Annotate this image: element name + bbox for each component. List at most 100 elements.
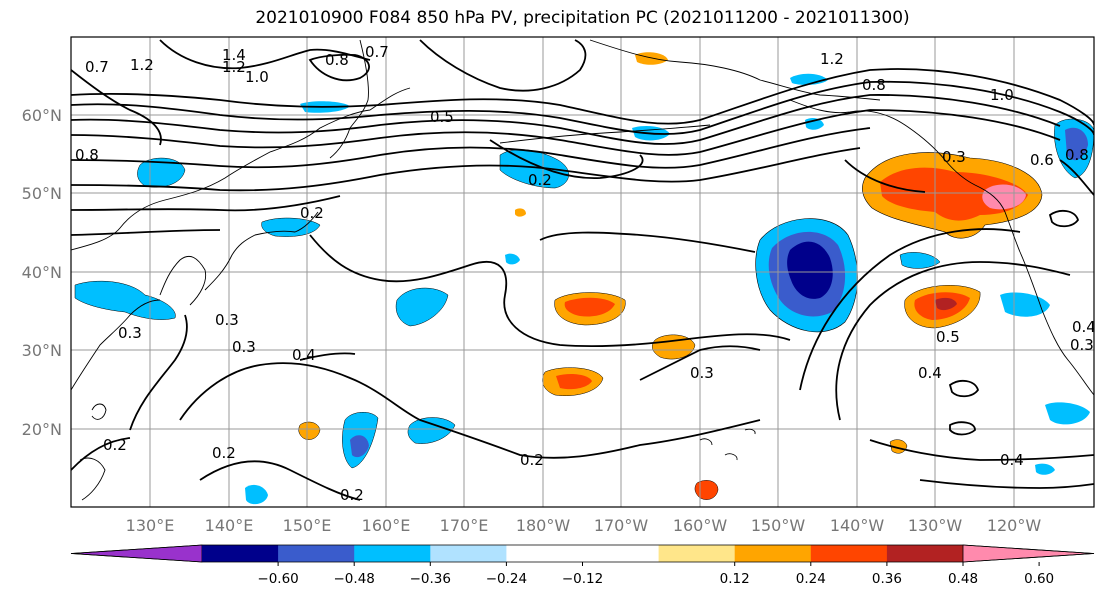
contour-label: 0.2 — [212, 444, 236, 462]
contour-label: 0.7 — [85, 58, 109, 76]
precip-positive-small-6 — [515, 208, 526, 217]
coast-china — [71, 299, 161, 391]
map-frame — [70, 36, 1095, 508]
contour-sw-2 — [199, 460, 361, 501]
precip-negative-small-14 — [1045, 402, 1090, 425]
contour-label: 0.2 — [103, 436, 127, 454]
lon-label: 160°W — [673, 516, 728, 535]
colorbar-segment — [202, 545, 279, 562]
colorbar-segment — [582, 545, 660, 562]
lat-label-50n: 50°N — [22, 184, 62, 203]
precip-positive-small-3 — [298, 421, 321, 440]
colorbar-tick-label: −0.60 — [257, 571, 298, 587]
coast-korea-china — [159, 256, 207, 306]
contour-label: 0.6 — [1030, 151, 1054, 169]
lat-label-30n: 30°N — [22, 341, 62, 360]
colorbar-segment — [886, 545, 964, 562]
contour-label: 1.0 — [245, 68, 269, 86]
colorbar-tick-label: 0.12 — [720, 571, 750, 587]
contour-0.4-east — [799, 228, 1021, 391]
coast-bc — [944, 159, 1021, 253]
lon-label: 140°W — [830, 516, 885, 535]
contour-jet-4 — [71, 109, 1061, 156]
lon-label: 120°W — [987, 516, 1042, 535]
lon-label: 170°E — [440, 516, 489, 535]
contour-0.5-east — [835, 261, 1071, 421]
contour-label: 0.8 — [862, 76, 886, 94]
colorbar-tick-label: −0.24 — [486, 571, 527, 587]
precip-negative-small-17 — [505, 253, 520, 265]
contour-0.4-loop — [299, 352, 356, 361]
contour-0.3-east — [639, 345, 761, 381]
longitude-labels: 130°E 140°E 150°E 160°E 170°E 180°W 170°… — [126, 516, 1042, 535]
precip-positive-blob-pnw-3 — [982, 184, 1026, 210]
map-area: 1.4 1.2 1.0 0.8 0.7 0.5 1.2 0.7 0.8 1.2 … — [71, 37, 1094, 507]
precip-positive-blob-25n-2 — [556, 373, 592, 390]
lat-label-20n: 20°N — [22, 420, 62, 439]
colorbar-tick-label: 0.60 — [1024, 571, 1054, 587]
graticule — [71, 37, 1094, 507]
precip-positive-blob-135w-3 — [935, 297, 957, 311]
contour-label: 0.2 — [520, 451, 544, 469]
contour-0.4-se — [869, 439, 1094, 461]
contour-label: 0.3 — [1070, 336, 1094, 354]
colorbar: −0.60 −0.48 −0.36 −0.24 −0.12 0.12 0.24 0.36 0.4… — [70, 544, 1095, 587]
contour-0.3-ne — [844, 159, 926, 193]
contour-label: 0.5 — [430, 108, 454, 126]
colorbar-segments — [70, 544, 1095, 563]
contour-jet-8 — [71, 229, 221, 236]
coast-japan — [204, 211, 319, 291]
contour-label: 0.4 — [292, 346, 316, 364]
latitude-labels: 60°N 50°N 40°N 30°N 20°N — [22, 106, 62, 439]
colorbar-segment — [810, 545, 888, 562]
contour-label: 0.2 — [528, 171, 552, 189]
pv-contours — [71, 39, 1094, 501]
colorbar-tick-label: 0.24 — [796, 571, 826, 587]
colorbar-extend-max — [962, 544, 1095, 563]
precip-positive-small-5 — [635, 52, 668, 65]
coast-alaska-gulf — [789, 99, 946, 161]
precip-negative-small-6 — [407, 417, 456, 444]
contour-0.3-main — [309, 234, 791, 348]
coast-hawaii — [699, 428, 756, 461]
colorbar-tick-label: 0.48 — [948, 571, 978, 587]
contour-label: 0.8 — [1065, 146, 1089, 164]
precip-negative-small-11b — [1065, 127, 1088, 161]
colorbar-tick-label: −0.36 — [410, 571, 451, 587]
precip-positive-small-2 — [694, 480, 719, 500]
contour-jet-5 — [71, 127, 871, 169]
map-title: 2021010900 F084 850 hPa PV, precipitatio… — [255, 8, 910, 28]
coast-aleutians — [499, 124, 711, 144]
contour-0.3-se — [919, 479, 1094, 489]
colorbar-ticks: −0.60 −0.48 −0.36 −0.24 −0.12 0.12 0.24 0.36 0.4… — [257, 562, 1054, 587]
colorbar-tick-label: 0.36 — [872, 571, 902, 587]
precip-negative-blob-150w-3 — [787, 241, 833, 299]
contour-label: 0.3 — [118, 324, 142, 342]
precip-negative-small-1 — [137, 157, 186, 188]
contour-label: 1.4 — [222, 46, 246, 64]
colorbar-segment — [734, 545, 812, 562]
contour-label: 0.3 — [942, 148, 966, 166]
colorbar-segment — [430, 545, 507, 562]
contour-high-lat-1 — [159, 39, 371, 70]
lon-label: 150°W — [751, 516, 806, 535]
contour-0.2-south — [179, 362, 761, 459]
contour-label: 0.4 — [918, 364, 942, 382]
contour-label: 0.3 — [232, 338, 256, 356]
contour-label: 0.5 — [936, 328, 960, 346]
lon-label: 150°E — [283, 516, 332, 535]
contour-nw-loop — [129, 314, 188, 431]
contour-label: 0.2 — [340, 486, 364, 504]
colorbar-tick-label: −0.48 — [334, 571, 375, 587]
contour-label: 0.3 — [690, 364, 714, 382]
contour-high-lat-3 — [419, 39, 587, 92]
contour-label: 1.2 — [130, 56, 154, 74]
lat-label-40n: 40°N — [22, 263, 62, 282]
contour-label: 1.2 — [820, 50, 844, 68]
contour-0.2-mid — [539, 231, 756, 253]
precip-negative-small-5b — [350, 435, 369, 458]
colorbar-tick-label: −0.12 — [562, 571, 603, 587]
colorbar-segment — [278, 545, 355, 562]
lon-label: 130°W — [908, 516, 963, 535]
precip-negative-small-13 — [899, 252, 941, 269]
